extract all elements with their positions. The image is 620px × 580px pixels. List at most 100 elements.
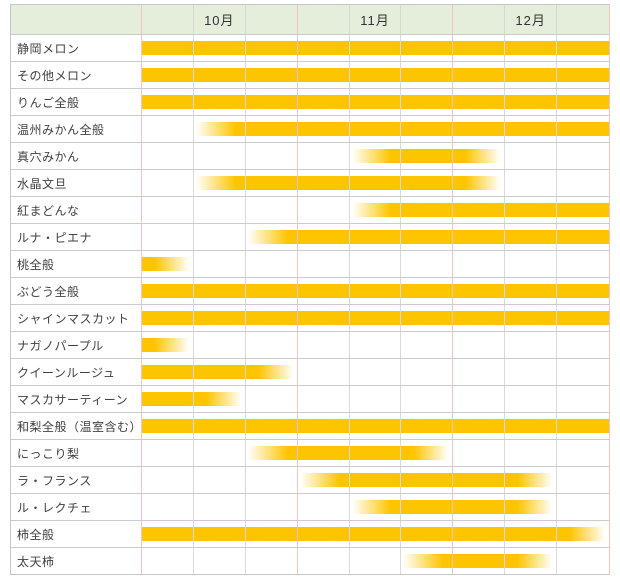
- availability-bar-solid: [245, 95, 297, 109]
- availability-bar-solid: [349, 311, 401, 325]
- row-label: マスカサーティーン: [11, 386, 142, 412]
- table-row: りんご全般: [11, 89, 609, 116]
- availability-bar-solid: [349, 419, 401, 433]
- availability-bar-solid: [401, 500, 453, 514]
- period-cell: [453, 413, 506, 439]
- period-cell: [142, 359, 194, 385]
- availability-bar-in: [349, 149, 401, 163]
- period-cell: [505, 62, 558, 88]
- availability-bar-solid: [349, 122, 401, 136]
- period-cell: [193, 170, 246, 196]
- period-cell: [245, 62, 298, 88]
- period-cell: [453, 386, 506, 412]
- period-cell: [297, 35, 350, 61]
- availability-bar-solid: [453, 500, 505, 514]
- table-row: 和梨全般（温室含む）: [11, 413, 609, 440]
- period-cell: [349, 440, 402, 466]
- period-cell: [505, 548, 558, 574]
- period-cell: [142, 116, 194, 142]
- availability-bar-solid: [453, 311, 505, 325]
- availability-bar-solid: [142, 527, 193, 541]
- period-cell: [505, 278, 558, 304]
- header-name-cell: [11, 5, 142, 34]
- period-cell: [246, 332, 298, 358]
- period-cell: [557, 332, 609, 358]
- availability-bar-in: [193, 122, 245, 136]
- availability-bar-solid: [505, 41, 557, 55]
- period-cell: [401, 170, 454, 196]
- availability-bar-out: [193, 392, 245, 406]
- availability-bar-solid: [297, 419, 349, 433]
- availability-bar-solid: [245, 419, 297, 433]
- availability-bar-solid: [142, 95, 193, 109]
- period-cell: [297, 224, 350, 250]
- availability-bar-solid: [193, 68, 245, 82]
- availability-bar-solid: [297, 68, 349, 82]
- period-cell: [453, 224, 506, 250]
- availability-bar-solid: [245, 311, 297, 325]
- availability-bar-solid: [557, 203, 609, 217]
- period-cell: [453, 359, 506, 385]
- availability-bar-solid: [142, 41, 193, 55]
- period-cell: [349, 170, 402, 196]
- availability-bar-solid: [557, 95, 609, 109]
- availability-bar-solid: [193, 95, 245, 109]
- availability-bar-solid: [193, 311, 245, 325]
- row-label: クイーンルージュ: [11, 359, 142, 385]
- availability-bar-solid: [505, 230, 557, 244]
- period-cell: [453, 548, 506, 574]
- period-cell: [557, 278, 609, 304]
- availability-bar-solid: [297, 284, 349, 298]
- availability-bar-solid: [505, 419, 557, 433]
- rows-container: 静岡メロン その他メロン りんご全般 温州みかん全般 真穴みかん 水晶文旦 紅まどんな ルナ・…: [11, 35, 609, 574]
- period-cell: [505, 305, 558, 331]
- row-label: ラ・フランス: [11, 467, 142, 493]
- availability-bar-solid: [245, 527, 297, 541]
- availability-bar-solid: [401, 41, 453, 55]
- period-cell: [193, 413, 246, 439]
- period-cell: [246, 386, 298, 412]
- availability-bar-in: [297, 473, 349, 487]
- period-cell: [142, 467, 194, 493]
- period-cell: [297, 413, 350, 439]
- period-cell: [297, 116, 350, 142]
- availability-bar-solid: [401, 284, 453, 298]
- period-cell: [505, 332, 558, 358]
- period-cell: [194, 467, 246, 493]
- period-cell: [142, 224, 194, 250]
- period-cell: [505, 224, 558, 250]
- table-row: ナガノパープル: [11, 332, 609, 359]
- month-label-november: 11月: [350, 5, 402, 34]
- availability-bar-solid: [297, 122, 349, 136]
- availability-bar-solid: [557, 41, 609, 55]
- availability-bar-solid: [505, 284, 557, 298]
- availability-bar-solid: [557, 284, 609, 298]
- period-cell: [505, 467, 558, 493]
- availability-bar-out: [505, 500, 557, 514]
- period-cell: [194, 224, 246, 250]
- period-cell: [557, 548, 609, 574]
- period-cell: [401, 494, 454, 520]
- period-cell: [453, 116, 506, 142]
- period-cell: [401, 413, 454, 439]
- row-label: 静岡メロン: [11, 35, 142, 61]
- table-row: 桃全般: [11, 251, 609, 278]
- availability-bar-solid: [297, 527, 349, 541]
- period-cell: [453, 143, 506, 169]
- availability-bar-solid: [505, 95, 557, 109]
- availability-bar-out: [142, 338, 193, 352]
- availability-bar-solid: [505, 68, 557, 82]
- period-cell: [557, 413, 609, 439]
- period-cell: [350, 251, 402, 277]
- availability-bar-solid: [349, 95, 401, 109]
- availability-bar-solid: [245, 41, 297, 55]
- availability-bar-solid: [505, 203, 557, 217]
- period-cell: [194, 332, 246, 358]
- availability-bar-solid: [297, 446, 349, 460]
- table-row: 紅まどんな: [11, 197, 609, 224]
- period-cell: [505, 170, 558, 196]
- period-cell: [505, 413, 558, 439]
- availability-bar-solid: [142, 419, 193, 433]
- period-cell: [505, 521, 558, 547]
- period-cell: [142, 386, 194, 412]
